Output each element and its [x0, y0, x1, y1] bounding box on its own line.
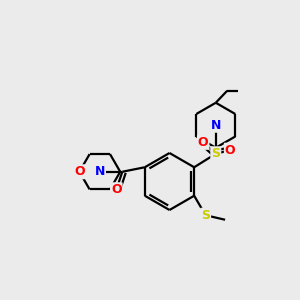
- Text: S: S: [201, 209, 210, 222]
- Text: S: S: [211, 147, 220, 160]
- Text: O: O: [198, 136, 208, 149]
- Text: N: N: [94, 165, 105, 178]
- Text: O: O: [225, 144, 236, 157]
- Text: N: N: [211, 119, 221, 132]
- Text: O: O: [111, 183, 122, 196]
- Text: O: O: [74, 165, 85, 178]
